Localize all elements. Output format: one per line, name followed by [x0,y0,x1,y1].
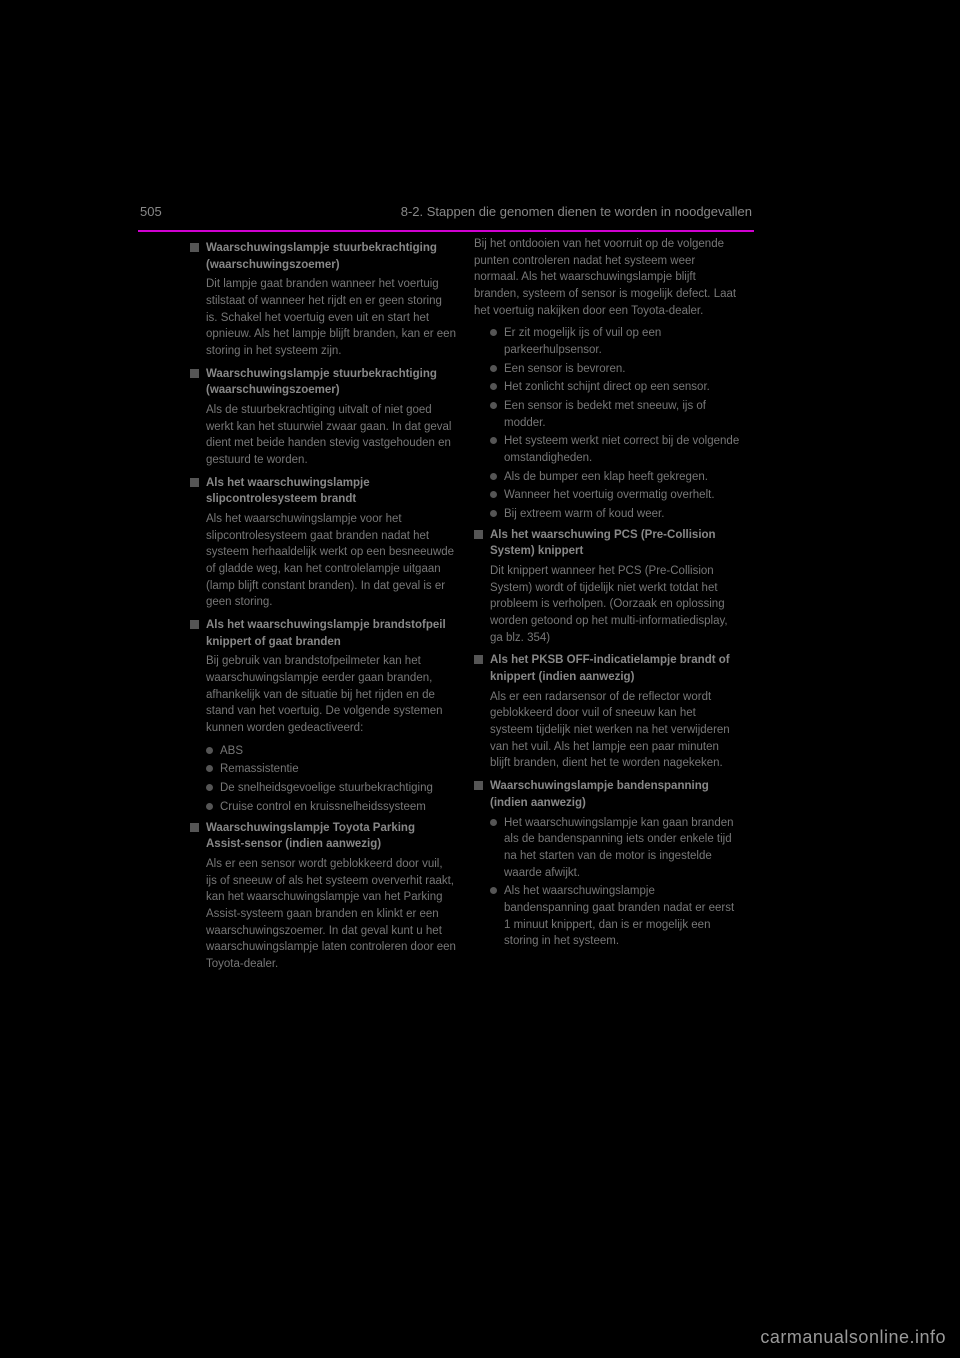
square-bullet-icon [474,781,483,790]
dot-icon [206,784,213,791]
paragraph: Als de stuurbekrachtiging uitvalt of nie… [206,402,456,469]
paragraph: Bij gebruik van brandstofpeilmeter kan h… [206,653,456,736]
square-bullet-icon [474,655,483,664]
list-item: Een sensor is bedekt met sneeuw, ijs of … [490,398,740,431]
section-heading: Als het waarschuwingslampje brandstofpei… [190,617,456,650]
square-bullet-icon [190,478,199,487]
section-heading: Als het waarschuwing PCS (Pre-Collision … [474,527,740,560]
heading-text: Waarschuwingslampje stuurbekrachtiging (… [206,366,456,399]
square-bullet-icon [190,243,199,252]
heading-text: Als het waarschuwingslampje brandstofpei… [206,617,456,650]
square-bullet-icon [190,620,199,629]
bullet-text: De snelheidsgevoelige stuurbekrachtiging [220,780,433,797]
list-item: Als het waarschuwingslampje bandenspanni… [490,883,740,950]
dot-icon [490,473,497,480]
heading-text: Als het PKSB OFF-indicatielampje brandt … [490,652,740,685]
page-header: 505 8-2. Stappen die genomen dienen te w… [138,204,754,223]
bullet-text: Wanneer het voertuig overmatig overhelt. [504,487,715,504]
paragraph: Als er een radarsensor of de reflector w… [490,689,740,772]
list-item: Cruise control en kruissnelheidssysteem [206,799,456,816]
dot-icon [490,491,497,498]
dot-icon [490,365,497,372]
two-column-body: Waarschuwingslampje stuurbekrachtiging (… [190,236,740,979]
square-bullet-icon [474,530,483,539]
list-item: Het waarschuwingslampje kan gaan branden… [490,815,740,882]
bullet-text: ABS [220,743,243,760]
section-heading: Waarschuwingslampje stuurbekrachtiging (… [190,366,456,399]
dot-icon [490,402,497,409]
section-heading: Waarschuwingslampje stuurbekrachtiging (… [190,240,456,273]
section-heading: Als het waarschuwingslampje slipcontrole… [190,475,456,508]
list-item: De snelheidsgevoelige stuurbekrachtiging [206,780,456,797]
paragraph: Dit lampje gaat branden wanneer het voer… [206,276,456,359]
dot-icon [206,803,213,810]
list-item: Remassistentie [206,761,456,778]
list-item: ABS [206,743,456,760]
paragraph: Bij het ontdooien van het voorruit op de… [474,236,740,319]
square-bullet-icon [190,823,199,832]
right-column: Bij het ontdooien van het voorruit op de… [474,236,740,979]
dot-icon [490,437,497,444]
list-item: Bij extreem warm of koud weer. [490,506,740,523]
paragraph: Als het waarschuwingslampje voor het sli… [206,511,456,611]
bullet-text: Cruise control en kruissnelheidssysteem [220,799,426,816]
dot-icon [490,819,497,826]
square-bullet-icon [190,369,199,378]
bullet-text: Een sensor is bevroren. [504,361,625,378]
dot-icon [490,510,497,517]
page-content: 505 8-2. Stappen die genomen dienen te w… [138,192,792,1122]
bullet-text: Er zit mogelijk ijs of vuil op een parke… [504,325,740,358]
heading-text: Waarschuwingslampje bandenspanning (indi… [490,778,740,811]
paragraph: Als er een sensor wordt geblokkeerd door… [206,856,456,973]
heading-text: Waarschuwingslampje stuurbekrachtiging (… [206,240,456,273]
list-item: Het zonlicht schijnt direct op een senso… [490,379,740,396]
bullet-text: Als het waarschuwingslampje bandenspanni… [504,883,740,950]
list-item: Het systeem werkt niet correct bij de vo… [490,433,740,466]
list-item: Wanneer het voertuig overmatig overhelt. [490,487,740,504]
list-item: Er zit mogelijk ijs of vuil op een parke… [490,325,740,358]
section-breadcrumb: 8-2. Stappen die genomen dienen te worde… [401,204,752,219]
bullet-text: Een sensor is bedekt met sneeuw, ijs of … [504,398,740,431]
paragraph: Dit knippert wanneer het PCS (Pre-Collis… [490,563,740,646]
dot-icon [206,747,213,754]
section-heading: Waarschuwingslampje bandenspanning (indi… [474,778,740,811]
list-item: Een sensor is bevroren. [490,361,740,378]
bullet-text: Het waarschuwingslampje kan gaan branden… [504,815,740,882]
bullet-text: Het zonlicht schijnt direct op een senso… [504,379,710,396]
bullet-text: Remassistentie [220,761,299,778]
page-number: 505 [140,204,162,219]
dot-icon [490,887,497,894]
bullet-text: Bij extreem warm of koud weer. [504,506,664,523]
section-heading: Waarschuwingslampje Toyota Parking Assis… [190,820,456,853]
left-column: Waarschuwingslampje stuurbekrachtiging (… [190,236,456,979]
dot-icon [490,329,497,336]
header-rule [138,230,754,232]
heading-text: Waarschuwingslampje Toyota Parking Assis… [206,820,456,853]
bullet-text: Als de bumper een klap heeft gekregen. [504,469,708,486]
heading-text: Als het waarschuwing PCS (Pre-Collision … [490,527,740,560]
dot-icon [490,383,497,390]
bullet-text: Het systeem werkt niet correct bij de vo… [504,433,740,466]
heading-text: Als het waarschuwingslampje slipcontrole… [206,475,456,508]
watermark: carmanualsonline.info [760,1327,946,1348]
section-heading: Als het PKSB OFF-indicatielampje brandt … [474,652,740,685]
list-item: Als de bumper een klap heeft gekregen. [490,469,740,486]
dot-icon [206,765,213,772]
